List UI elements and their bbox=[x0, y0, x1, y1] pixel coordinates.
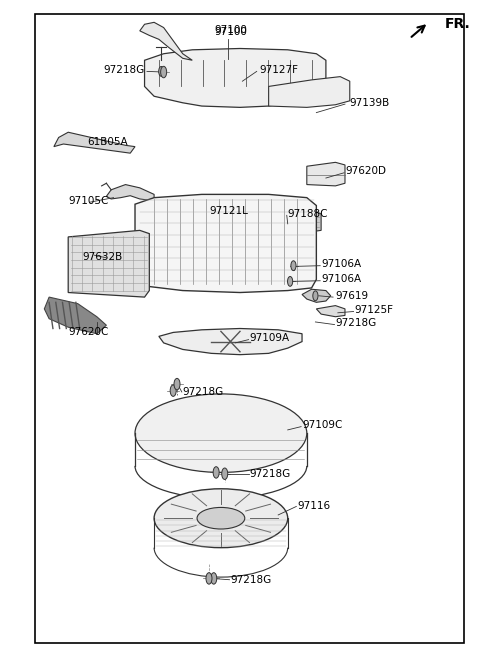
Ellipse shape bbox=[161, 66, 167, 78]
Polygon shape bbox=[44, 297, 107, 334]
Text: 97218G: 97218G bbox=[336, 318, 377, 328]
Text: 97127F: 97127F bbox=[259, 65, 298, 75]
Ellipse shape bbox=[197, 507, 245, 529]
Ellipse shape bbox=[288, 277, 293, 286]
Text: 97620D: 97620D bbox=[345, 166, 386, 177]
Polygon shape bbox=[144, 49, 326, 107]
Polygon shape bbox=[307, 162, 345, 186]
Ellipse shape bbox=[211, 573, 217, 584]
Text: 97116: 97116 bbox=[297, 501, 330, 511]
Polygon shape bbox=[316, 306, 345, 317]
Polygon shape bbox=[302, 289, 331, 302]
Ellipse shape bbox=[222, 468, 228, 480]
Ellipse shape bbox=[154, 489, 288, 548]
Text: 97218G: 97218G bbox=[250, 468, 291, 479]
Ellipse shape bbox=[170, 385, 176, 396]
Text: 97100: 97100 bbox=[214, 26, 247, 35]
Text: 97632B: 97632B bbox=[83, 252, 123, 261]
Ellipse shape bbox=[159, 66, 164, 76]
Ellipse shape bbox=[174, 378, 180, 390]
Polygon shape bbox=[135, 194, 316, 292]
Text: 97619: 97619 bbox=[336, 291, 369, 301]
Polygon shape bbox=[68, 231, 149, 297]
Text: 97121L: 97121L bbox=[209, 206, 248, 215]
Polygon shape bbox=[54, 132, 135, 153]
Ellipse shape bbox=[313, 291, 318, 301]
Bar bbox=[35, 14, 464, 643]
Text: 97109A: 97109A bbox=[250, 333, 289, 344]
Text: 97139B: 97139B bbox=[350, 98, 390, 108]
Text: FR.: FR. bbox=[445, 17, 471, 32]
Polygon shape bbox=[274, 210, 321, 232]
Polygon shape bbox=[140, 22, 192, 60]
Text: 97218G: 97218G bbox=[103, 65, 144, 75]
Text: 97218G: 97218G bbox=[230, 576, 272, 585]
Text: 97100: 97100 bbox=[214, 28, 247, 37]
Ellipse shape bbox=[206, 573, 212, 584]
Polygon shape bbox=[159, 328, 302, 355]
Polygon shape bbox=[269, 77, 350, 107]
Text: 97109C: 97109C bbox=[302, 420, 342, 430]
Ellipse shape bbox=[213, 466, 219, 478]
Text: 97620C: 97620C bbox=[68, 327, 108, 337]
Text: 61B05A: 61B05A bbox=[87, 137, 128, 147]
Polygon shape bbox=[107, 185, 154, 201]
Text: 97125F: 97125F bbox=[355, 306, 394, 315]
Text: 97106A: 97106A bbox=[321, 260, 361, 269]
Ellipse shape bbox=[291, 261, 296, 271]
Text: 97106A: 97106A bbox=[321, 275, 361, 284]
Text: 97105C: 97105C bbox=[68, 196, 108, 206]
Text: 97218G: 97218G bbox=[183, 387, 224, 397]
Ellipse shape bbox=[135, 394, 307, 472]
Text: 97188C: 97188C bbox=[288, 209, 328, 219]
